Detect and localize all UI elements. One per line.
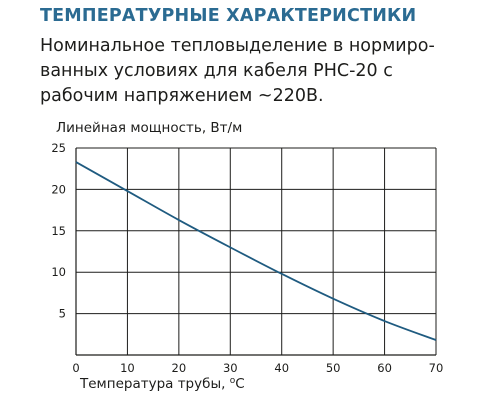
description-line: рабочим напряжением ~220В. bbox=[40, 86, 324, 106]
x-tick-label: 20 bbox=[172, 361, 187, 375]
x-tick-label: 70 bbox=[429, 361, 444, 375]
x-tick-label: 10 bbox=[120, 361, 135, 375]
y-axis-label: Линейная мощность, Вт/м bbox=[56, 120, 243, 136]
x-tick-label: 50 bbox=[326, 361, 341, 375]
chart-grid bbox=[75, 147, 437, 356]
y-tick-label: 20 bbox=[51, 182, 66, 196]
y-tick-label: 10 bbox=[51, 265, 66, 279]
description: Номинальное тепловыделение в нормиро- ва… bbox=[40, 34, 485, 109]
page-title: ТЕМПЕРАТУРНЫЕ ХАРАКТЕРИСТИКИ bbox=[40, 6, 417, 26]
y-tick-label: 15 bbox=[51, 224, 66, 238]
chart-ticks: 0 10 20 30 40 50 60 70 5 10 15 20 25 bbox=[51, 141, 443, 375]
x-axis-unit-sup: o bbox=[229, 376, 236, 386]
x-tick-label: 40 bbox=[274, 361, 289, 375]
x-axis-label-text: Температура трубы, bbox=[80, 376, 230, 392]
description-line: Номинальное тепловыделение в нормиро- bbox=[40, 36, 435, 56]
x-tick-label: 0 bbox=[72, 361, 79, 375]
series-line bbox=[75, 161, 437, 341]
description-line: ванных условиях для кабеля РНС-20 с bbox=[40, 61, 393, 81]
y-tick-label: 25 bbox=[51, 141, 66, 155]
y-tick-label: 5 bbox=[59, 307, 66, 321]
x-tick-label: 30 bbox=[223, 361, 238, 375]
x-tick-label: 60 bbox=[377, 361, 392, 375]
x-axis-label: Температура трубы, oC bbox=[80, 376, 245, 392]
x-axis-unit: C bbox=[235, 376, 245, 392]
